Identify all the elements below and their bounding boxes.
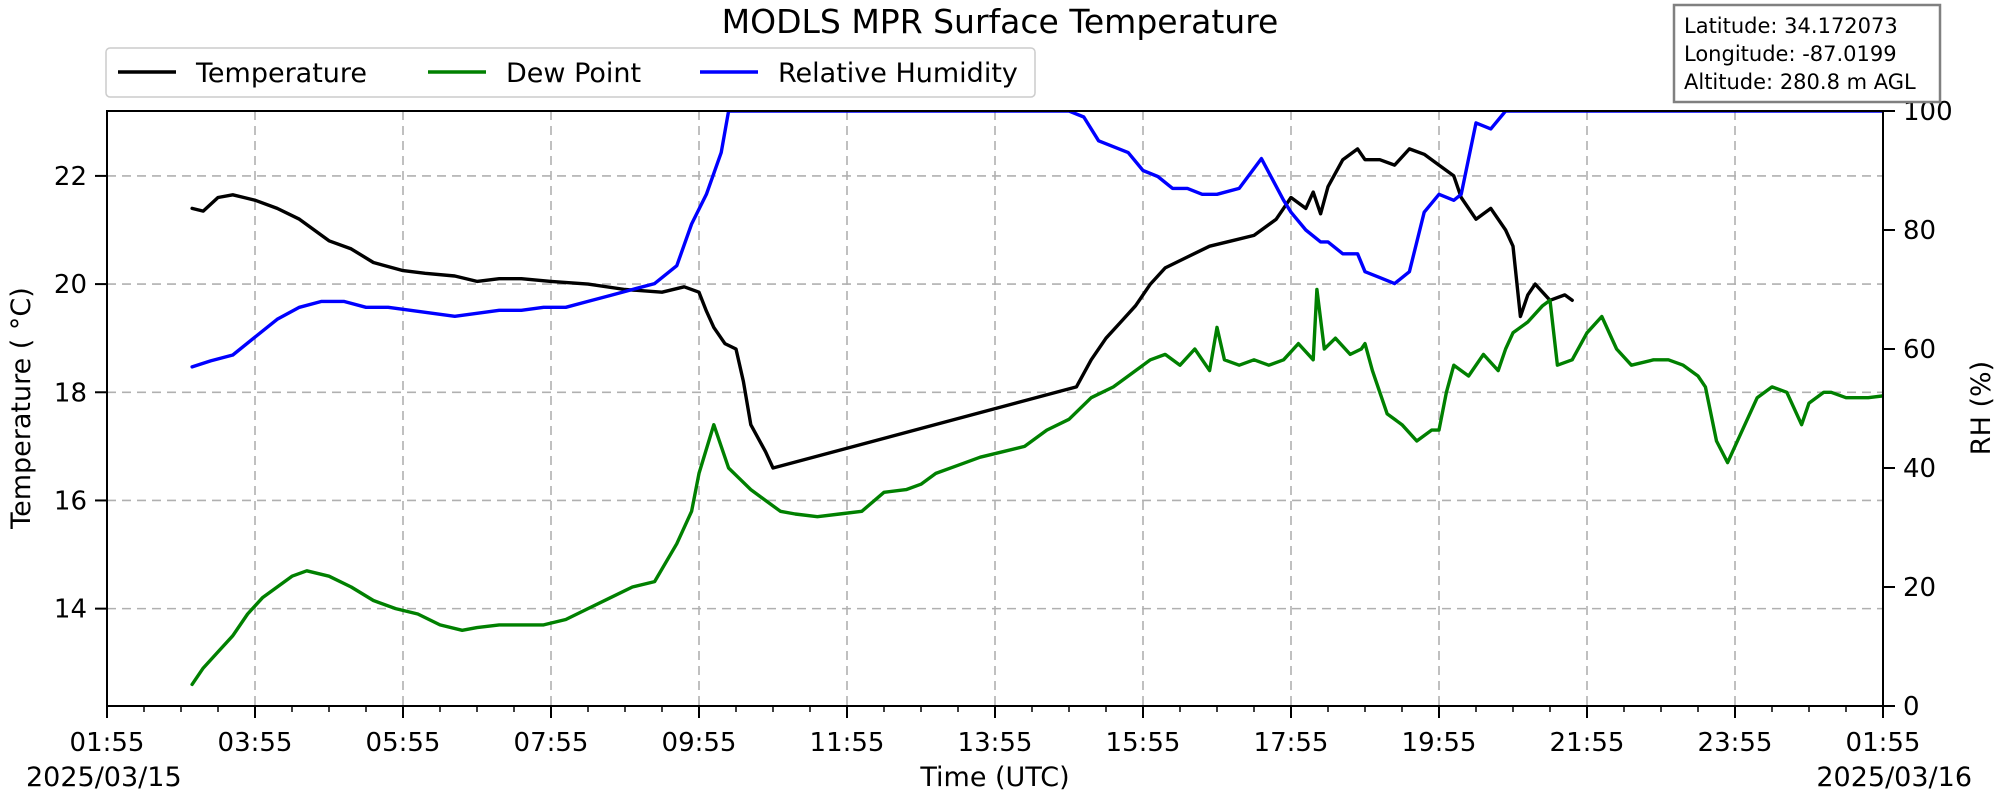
- date-start-label: 2025/03/15: [26, 762, 182, 793]
- series-line-relative-humidity: [190, 111, 1883, 369]
- x-tick-label: 21:55: [1550, 728, 1625, 758]
- series-line-temperature: [190, 147, 1574, 470]
- legend-box: [105, 47, 1036, 98]
- y2-axis-label: RH (%): [1966, 361, 1997, 455]
- x-tick-label: 11:55: [810, 728, 885, 758]
- chart-title: MODLS MPR Surface Temperature: [722, 2, 1279, 41]
- y2-tick-label: 40: [1903, 454, 1936, 484]
- info-box-frame: [1672, 3, 1942, 104]
- x-tick-label: 01:55: [70, 728, 145, 758]
- x-tick-label: 07:55: [514, 728, 589, 758]
- series-layer: [190, 111, 1883, 687]
- y-axis-label: Temperature ( °C): [6, 287, 37, 530]
- y-axis-left: 14 16 18 20 22: [54, 162, 107, 625]
- y-tick-label: 18: [54, 378, 87, 408]
- longitude-text: Longitude: -87.0199: [1684, 42, 1897, 66]
- x-tick-label: 17:55: [1254, 728, 1329, 758]
- y2-tick-label: 20: [1903, 573, 1936, 603]
- x-tick-label: 19:55: [1402, 728, 1477, 758]
- legend: Temperature Dew Point Relative Humidity: [105, 47, 1036, 98]
- y2-tick-label: 60: [1903, 335, 1936, 365]
- series-group: [190, 111, 1883, 687]
- x-tick-label: 13:55: [958, 728, 1033, 758]
- date-end-label: 2025/03/16: [1816, 762, 1972, 793]
- x-tick-label: 09:55: [662, 728, 737, 758]
- altitude-text: Altitude: 280.8 m AGL: [1684, 70, 1916, 94]
- x-axis: 01:55 03:55 05:55 07:55 09:55 11:55 13:55 15:55…: [70, 706, 1921, 758]
- y-tick-label: 20: [54, 270, 87, 300]
- y-tick-label: 22: [54, 162, 87, 192]
- location-info-box: Latitude: 34.172073 Longitude: -87.0199 …: [1672, 3, 1942, 104]
- x-tick-label: 05:55: [366, 728, 441, 758]
- y-tick-label: 14: [54, 595, 87, 625]
- legend-label-temperature: Temperature: [195, 58, 367, 89]
- y2-tick-label: 80: [1903, 216, 1936, 246]
- x-tick-label: 15:55: [1106, 728, 1181, 758]
- x-axis-label: Time (UTC): [919, 762, 1069, 793]
- y2-tick-label: 0: [1903, 692, 1920, 722]
- legend-label-dew-point: Dew Point: [506, 58, 641, 89]
- x-tick-label: 23:55: [1698, 728, 1773, 758]
- y-tick-label: 16: [54, 486, 87, 516]
- latitude-text: Latitude: 34.172073: [1684, 14, 1898, 38]
- x-tick-label: 01:55: [1846, 728, 1921, 758]
- legend-label-relative-humidity: Relative Humidity: [778, 58, 1018, 89]
- grid-layer: [107, 111, 1883, 706]
- x-tick-label: 03:55: [218, 728, 293, 758]
- series-line-dew-point: [190, 287, 1883, 687]
